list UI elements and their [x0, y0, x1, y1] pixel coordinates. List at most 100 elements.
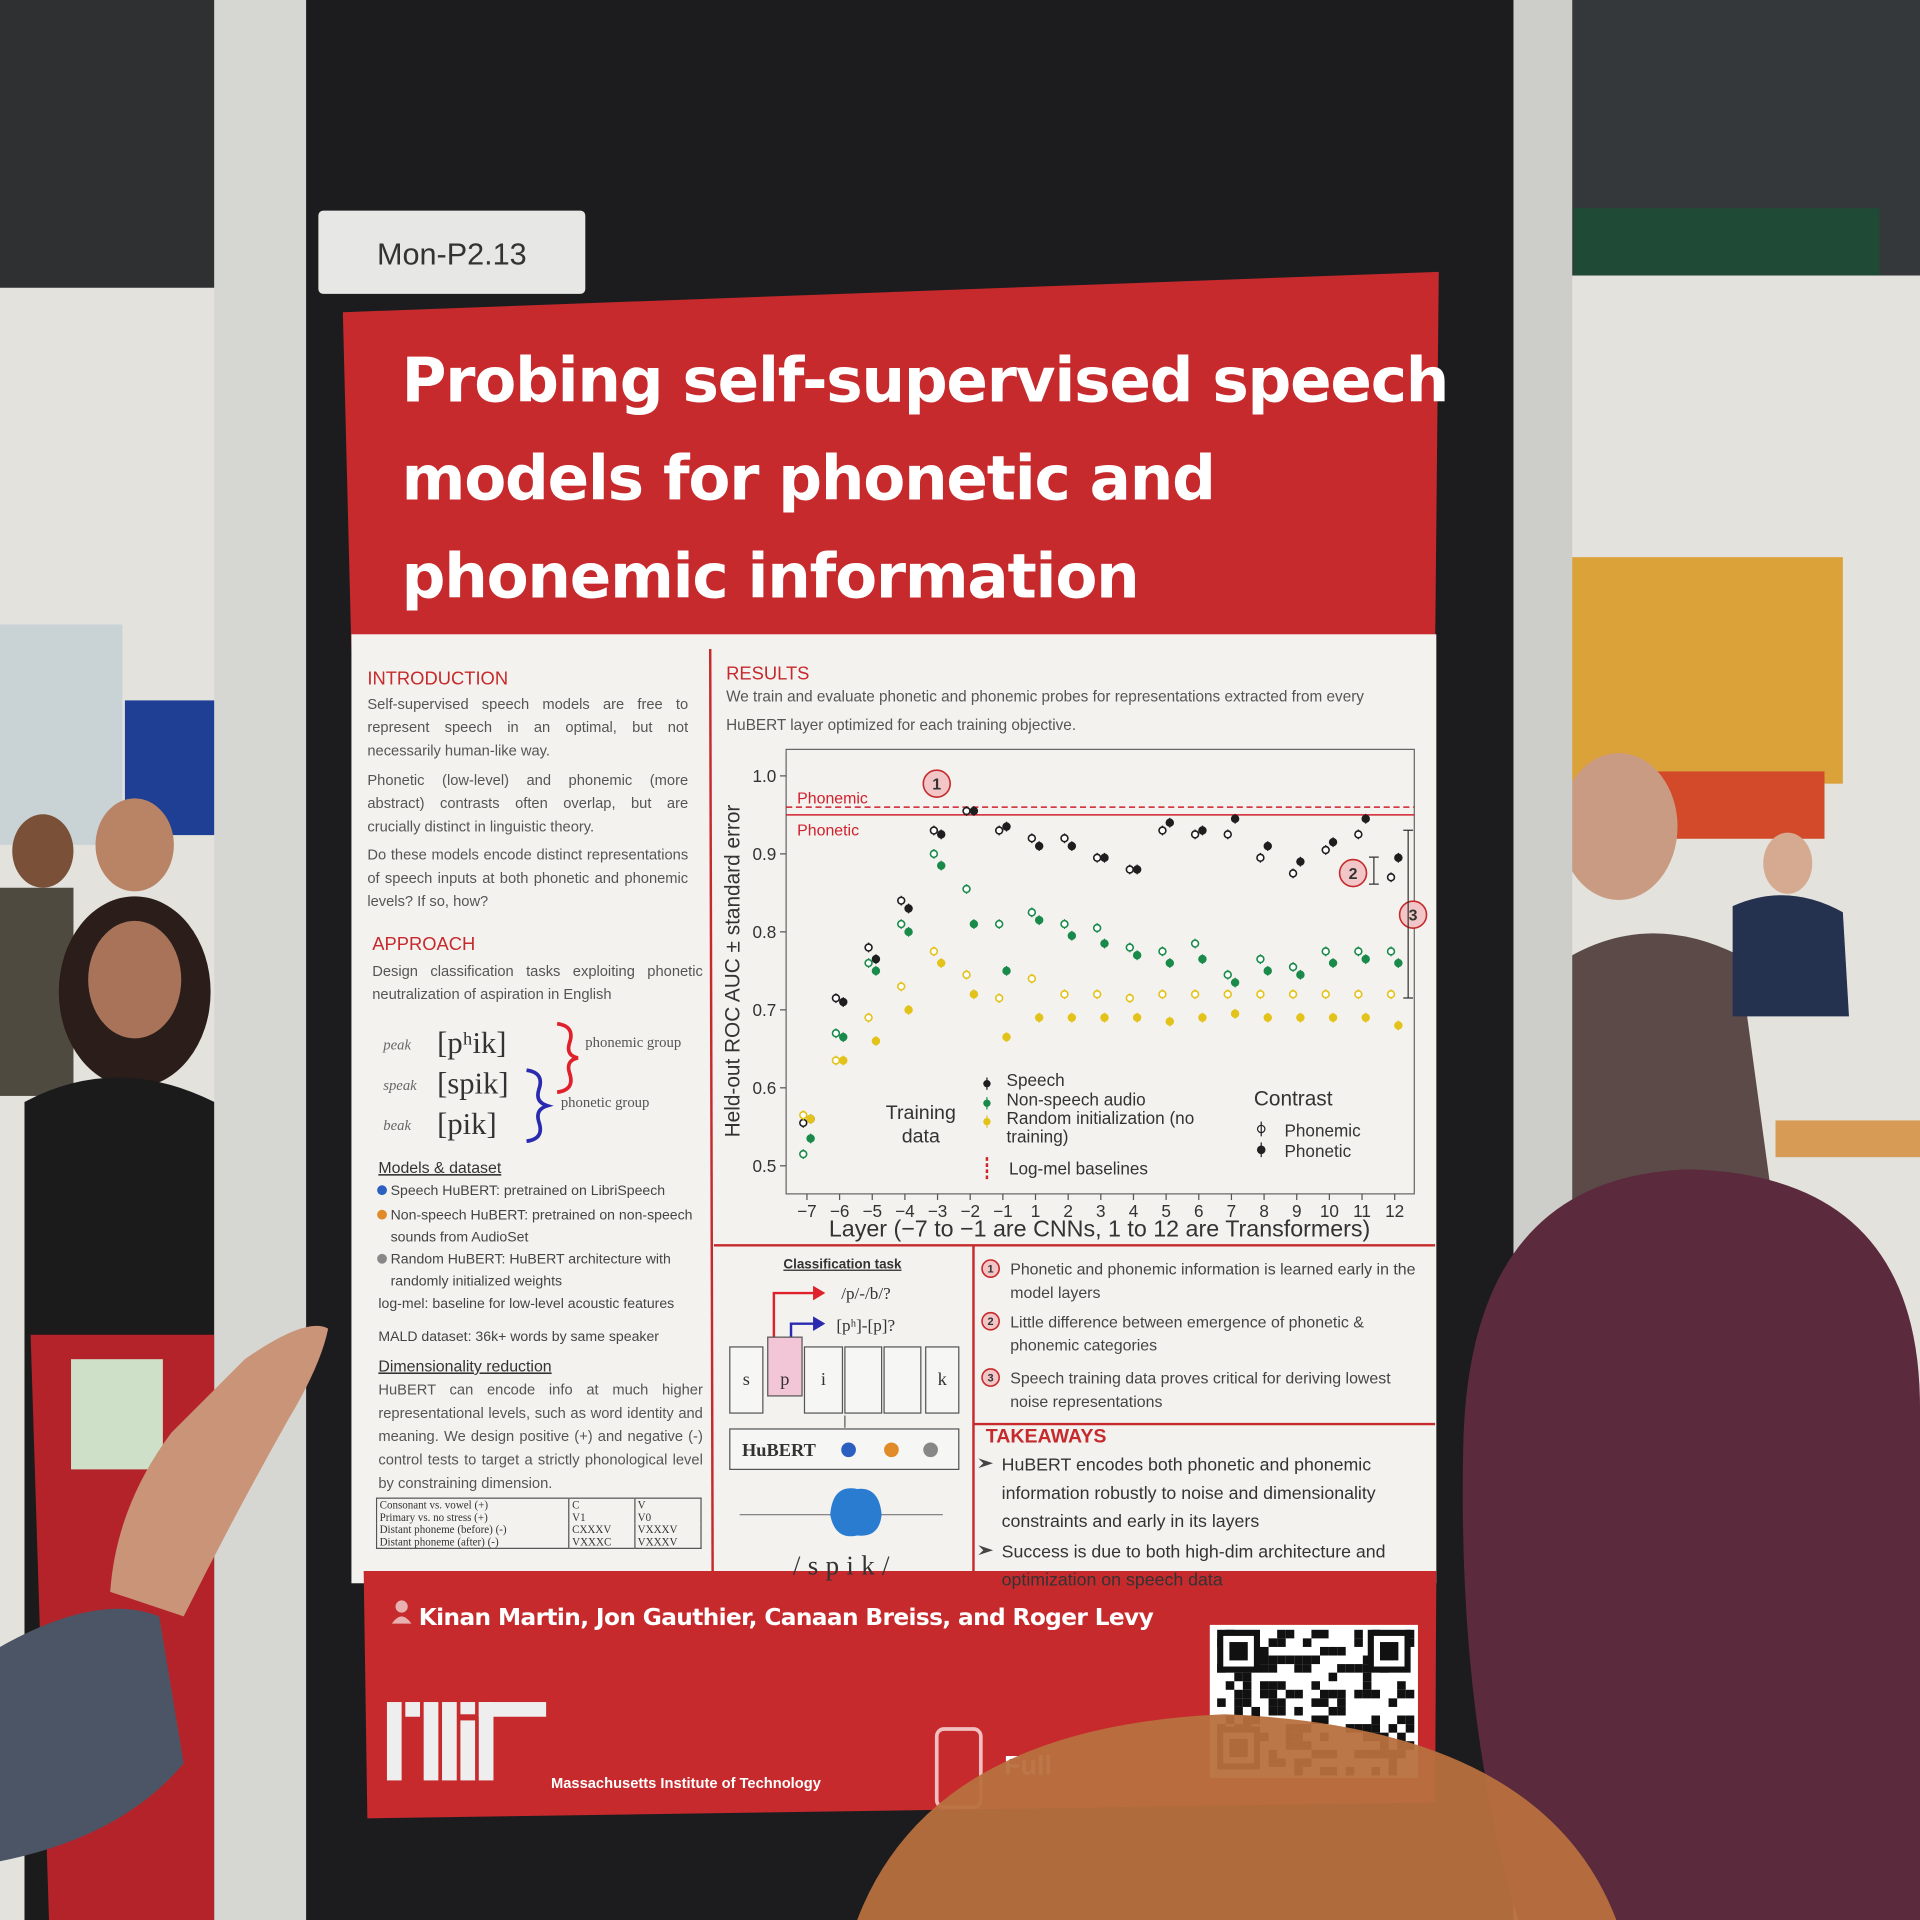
- logo-bar: [442, 1702, 457, 1781]
- author-icon: [391, 1616, 412, 1624]
- takeaway-box: Success is due to both high-dim architec…: [1002, 1543, 1386, 1591]
- data-point: [1321, 990, 1330, 999]
- qr-module: [1277, 1629, 1286, 1639]
- model-icon: [841, 1442, 856, 1458]
- x-tick-label: −3: [928, 1201, 948, 1221]
- baseline-label: Phonemic: [797, 790, 868, 807]
- data-point: [1321, 947, 1330, 956]
- model-item-box: log-mel: baseline for low-level acoustic…: [378, 1297, 674, 1312]
- person-head: [12, 814, 74, 888]
- qr-module: [1302, 1655, 1312, 1665]
- data-point: [1321, 845, 1330, 855]
- data-point: [1125, 943, 1135, 952]
- data-point: [864, 943, 873, 952]
- model-item-box: Speech HuBERT: pretrained on LibriSpeech: [391, 1184, 666, 1199]
- qr-module: [1362, 1664, 1372, 1673]
- data-point: [1060, 919, 1069, 929]
- qr-module: [1268, 1655, 1278, 1665]
- qr-module: [1397, 1715, 1406, 1725]
- takeaway: HuBERT encodes both phonetic and phonemi…: [1001, 1455, 1376, 1532]
- qr-module: [1277, 1698, 1286, 1707]
- table-cell: VXXXC: [568, 1535, 635, 1549]
- qr-finder: [1229, 1642, 1248, 1661]
- task-question: /p/-/b/?: [841, 1284, 890, 1303]
- data-point: [1296, 970, 1305, 979]
- data-point: [1386, 873, 1396, 882]
- data-point: [1223, 830, 1232, 839]
- data-point: [969, 990, 979, 999]
- x-tick-label: −1: [993, 1201, 1013, 1221]
- qr-module: [1311, 1715, 1320, 1725]
- example-word: peak: [382, 1037, 411, 1053]
- legend-label: Non-speech audio: [1006, 1091, 1146, 1110]
- data-point: [871, 954, 881, 964]
- data-point: [864, 1013, 873, 1022]
- qr-module: [1362, 1655, 1372, 1665]
- table-cell: Distant phoneme (after) (-): [379, 1535, 499, 1548]
- y-tick-label: 0.5: [753, 1156, 777, 1176]
- number-badge-label: 2: [1349, 866, 1358, 883]
- qr-module: [1320, 1629, 1329, 1639]
- x-tick-label: −7: [797, 1201, 817, 1221]
- data-point: [897, 919, 906, 929]
- data-point: [1100, 939, 1109, 948]
- qr-module: [1320, 1689, 1329, 1699]
- qr-module: [1234, 1672, 1243, 1682]
- legend-label: Log-mel baselines: [1009, 1158, 1148, 1178]
- x-tick-label: 10: [1320, 1201, 1339, 1221]
- data-point: [1067, 841, 1077, 851]
- divider: [708, 648, 714, 1583]
- foreground-hair: [1462, 1169, 1920, 1920]
- qr-module: [1354, 1664, 1363, 1673]
- data-point: [1223, 970, 1232, 979]
- example-word: beak: [383, 1118, 411, 1134]
- qr-module: [1328, 1706, 1338, 1716]
- logo-bar: [423, 1702, 439, 1781]
- segment-label: i: [821, 1369, 826, 1389]
- table: [1775, 1120, 1920, 1158]
- model-label: HuBERT: [742, 1440, 816, 1460]
- green-light: [1573, 208, 1880, 276]
- data-point: [839, 1032, 848, 1042]
- data-point: [937, 861, 946, 870]
- qr-module: [1294, 1655, 1303, 1665]
- data-point: [1125, 993, 1135, 1003]
- data-point: [831, 993, 841, 1003]
- brace: [556, 1021, 579, 1095]
- qr-module: [1354, 1689, 1363, 1699]
- word-label: /spik/: [793, 1551, 897, 1581]
- bracket: [1403, 829, 1414, 999]
- data-point: [1100, 853, 1109, 863]
- model-icon: [377, 1209, 387, 1220]
- data-point: [1067, 1013, 1077, 1022]
- number-badge: [981, 1311, 1000, 1331]
- number-badge-label: 3: [1409, 907, 1418, 924]
- data-point: [799, 1118, 808, 1128]
- data-point: [904, 904, 913, 913]
- data-point: [1190, 990, 1200, 999]
- data-point: [864, 958, 873, 968]
- qr-module: [1405, 1724, 1415, 1733]
- data-point: [1263, 841, 1272, 851]
- legend-label-box: Non-speech audio: [1006, 1091, 1146, 1110]
- data-point: [1223, 990, 1232, 999]
- data-point: [1165, 1017, 1175, 1026]
- group-label: phonemic group: [585, 1033, 682, 1051]
- data-point: [1027, 908, 1037, 917]
- hand: [110, 1325, 329, 1617]
- logo-bar: [460, 1702, 476, 1715]
- number-badge-label: 2: [988, 1316, 994, 1328]
- section-heading: INTRODUCTION: [367, 667, 508, 688]
- data-point: [1002, 966, 1011, 976]
- qr-module: [1371, 1715, 1380, 1725]
- table-cell: C: [568, 1498, 635, 1512]
- data-point: [1132, 865, 1142, 874]
- arrow-head: [813, 1285, 826, 1301]
- qr-module: [1260, 1681, 1269, 1690]
- data-point: [1092, 923, 1102, 933]
- x-tick-label: −2: [960, 1201, 980, 1221]
- bullet-arrow: [978, 1545, 994, 1556]
- qr-module: [1337, 1706, 1346, 1716]
- qr-module: [1311, 1698, 1320, 1707]
- x-tick-label: 11: [1353, 1201, 1371, 1221]
